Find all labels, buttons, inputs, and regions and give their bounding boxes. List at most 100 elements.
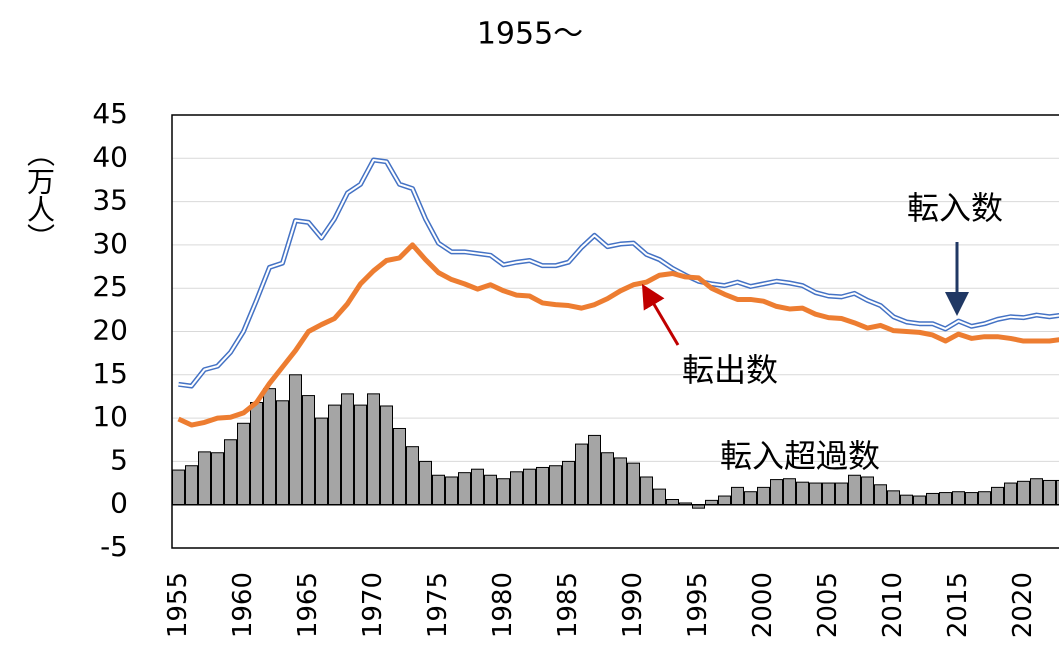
x-tick-label: 1955 — [163, 572, 193, 638]
bar — [276, 400, 289, 506]
y-tick-label: 5 — [110, 443, 128, 476]
bar — [926, 492, 939, 506]
y-tick-label: 30 — [92, 227, 128, 260]
annotation-arrow — [641, 283, 680, 346]
bar — [796, 481, 809, 506]
bar — [848, 474, 861, 506]
bar — [224, 439, 237, 506]
bar — [497, 478, 510, 506]
y-tick-label: 15 — [92, 357, 128, 390]
bar — [328, 404, 341, 506]
x-tick-label: 1980 — [488, 572, 518, 638]
x-tick-label: 1985 — [553, 572, 583, 638]
bar — [627, 462, 640, 506]
bar — [198, 451, 211, 506]
bar — [1017, 480, 1030, 506]
bar — [887, 490, 900, 506]
bar — [952, 491, 965, 506]
y-tick-label: 45 — [92, 97, 128, 130]
bar — [354, 404, 367, 506]
annotation: 転入数 — [907, 189, 1003, 227]
x-tick-label: 1990 — [618, 572, 648, 638]
x-tick-label: 1970 — [358, 572, 388, 638]
bar — [445, 476, 458, 506]
x-tick-label: 1965 — [293, 572, 323, 638]
bar — [1030, 478, 1043, 506]
bar — [536, 466, 549, 506]
bar — [770, 479, 783, 506]
y-tick-label: 20 — [92, 314, 128, 347]
bar — [835, 482, 848, 506]
x-tick-label: 2005 — [813, 572, 843, 638]
bar — [1043, 479, 1056, 506]
bar — [900, 494, 913, 506]
x-tick-label: 2015 — [943, 572, 973, 638]
bar — [666, 499, 679, 506]
bar — [718, 495, 731, 506]
x-tick-label: 1995 — [683, 572, 713, 638]
bar — [510, 471, 523, 506]
bar — [744, 491, 757, 506]
bar — [406, 446, 419, 506]
x-tick-label: 1960 — [228, 572, 258, 638]
bar — [419, 460, 432, 506]
bar — [575, 443, 588, 506]
bar — [978, 491, 991, 506]
bar — [523, 468, 536, 506]
bar — [757, 486, 770, 506]
bar — [653, 488, 666, 506]
bar — [432, 474, 445, 506]
x-tick-label: 2020 — [1008, 572, 1038, 638]
bar — [185, 465, 198, 506]
bar — [211, 452, 224, 506]
bar — [614, 457, 627, 506]
bar — [822, 482, 835, 506]
bar — [965, 492, 978, 506]
bar — [237, 422, 250, 506]
y-axis-label: （万人） — [23, 139, 56, 251]
bar — [1056, 479, 1059, 506]
bar — [484, 474, 497, 506]
bar — [939, 492, 952, 506]
bar — [172, 469, 185, 506]
bar — [367, 393, 380, 506]
bar — [783, 478, 796, 506]
plot-border — [171, 114, 1059, 549]
x-tick-label: 1975 — [423, 572, 453, 638]
bar — [250, 402, 263, 506]
bar — [588, 434, 601, 506]
y-tick-label: 10 — [92, 400, 128, 433]
bar — [1004, 482, 1017, 506]
bar — [289, 374, 302, 506]
y-tick-label: 40 — [92, 140, 128, 173]
bar — [263, 388, 276, 506]
bar — [458, 472, 471, 506]
bar — [809, 482, 822, 506]
y-tick-label: 25 — [92, 270, 128, 303]
bar — [913, 495, 926, 506]
y-tick-label: 35 — [92, 184, 128, 217]
bar — [991, 486, 1004, 506]
bar — [302, 395, 315, 506]
bar — [562, 460, 575, 506]
y-tick-label: 0 — [110, 487, 128, 520]
bar — [640, 476, 653, 506]
bar — [341, 393, 354, 506]
bar — [471, 468, 484, 506]
line — [177, 242, 1059, 428]
x-tick-label: 2000 — [748, 572, 778, 638]
bar — [601, 452, 614, 506]
x-tick-label: 2010 — [878, 572, 908, 638]
bar — [380, 405, 393, 506]
line-inner — [178, 159, 1059, 388]
bar — [549, 465, 562, 506]
bar — [861, 476, 874, 506]
chart-title: 1955～ — [477, 17, 583, 52]
bar — [874, 484, 887, 506]
bar — [393, 427, 406, 506]
bar — [731, 486, 744, 506]
annotation: 転入超過数 — [720, 437, 880, 475]
y-tick-label: -5 — [100, 530, 128, 563]
annotation: 転出数 — [682, 351, 778, 389]
